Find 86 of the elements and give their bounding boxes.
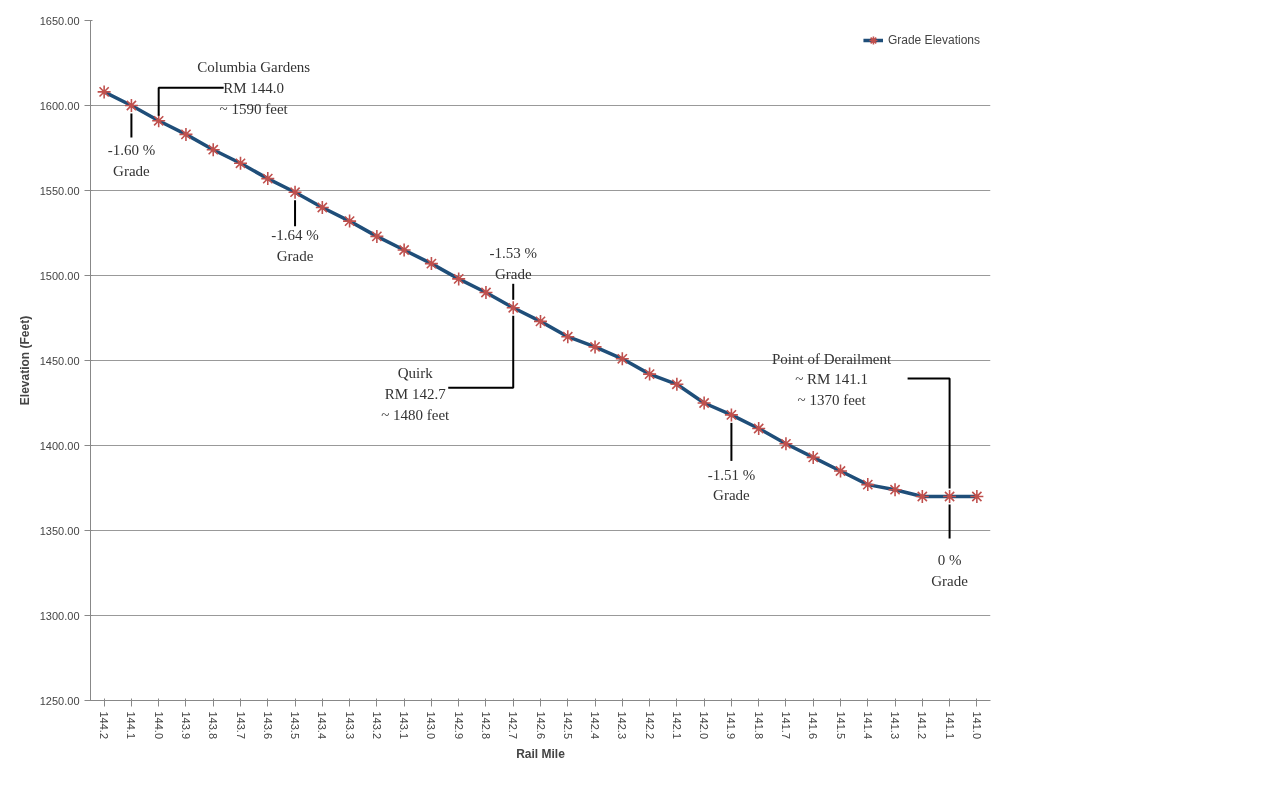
point [342,213,357,229]
point [587,339,603,355]
x-tick-label: 143.8 [207,711,220,740]
point [233,156,248,171]
y-tick-label: 1250.00 [39,694,80,707]
x-tick-label: 142.9 [452,711,465,740]
y-tick-label: 1350.00 [39,524,80,537]
point [751,421,766,436]
point [942,489,957,504]
point [151,113,166,129]
x-axis-title: Rail Mile [516,747,566,762]
annotation: 0 % Grade [931,552,969,589]
point [287,184,303,200]
x-tick-label: 143.0 [425,711,438,740]
x-tick-label: 143.3 [343,711,356,740]
point [860,477,876,492]
point [205,142,221,157]
point [533,314,548,329]
point [396,242,412,258]
x-tick-label: 142.8 [479,711,492,740]
x-tick-label: 143.7 [234,711,247,740]
x-tick-label: 141.2 [916,711,929,740]
point [642,366,657,382]
x-tick-label: 144.1 [125,711,138,740]
x-tick-label: 141.1 [943,711,956,740]
x-tick-label: 141.4 [861,711,874,740]
point [833,463,848,479]
x-tick-label: 142.3 [616,711,629,740]
x-tick-label: 142.2 [643,711,656,740]
y-tick-label: 1300.00 [39,609,80,622]
point [915,489,930,504]
point [260,171,276,186]
x-tick-label: 142.6 [534,711,547,740]
y-tick-label: 1550.00 [39,184,80,197]
annotation: -1.60 % Grade [107,142,156,179]
x-tick-label: 143.4 [316,711,329,740]
point [124,98,139,113]
x-tick-label: 141.6 [807,711,820,740]
point [778,436,794,452]
point [887,482,903,497]
point [724,407,739,423]
point [315,200,330,215]
y-axis-title: Elevation (Feet) [17,315,32,406]
point [696,395,712,411]
point [369,229,385,244]
y-tick-label: 1650.00 [39,14,80,27]
point [505,300,521,316]
x-tick-label: 143.2 [370,711,383,740]
point [560,329,576,344]
point [669,377,685,392]
point [805,450,821,465]
x-tick-label: 142.0 [698,711,711,740]
x-tick-label: 141.9 [725,711,738,740]
point [969,489,985,504]
x-tick-label: 142.4 [589,711,602,740]
y-tick-label: 1400.00 [39,439,80,452]
x-tick-label: 142.5 [561,711,574,740]
x-tick-label: 141.8 [752,711,765,740]
x-tick-label: 143.1 [398,711,411,740]
x-tick-label: 141.5 [834,711,847,740]
annotation: -1.64 % Grade [271,226,319,264]
x-tick-label: 141.7 [779,711,792,740]
point [615,351,630,367]
point [478,285,494,300]
y-tick-label: 1500.00 [39,269,80,282]
point [451,271,466,287]
x-tick-label: 141.0 [970,711,983,740]
point [178,127,194,142]
x-tick-label: 143.9 [179,711,192,740]
point [424,256,439,271]
x-tick-label: 144.0 [152,711,165,740]
x-tick-label: 142.7 [507,711,520,740]
x-tick-label: 143.6 [261,711,274,740]
point [96,84,112,100]
annotation: -1.51 % Grade [707,466,756,504]
annotation: -1.53 % Grade [489,245,537,283]
annotation: Quirk RM 142.7 ~ 1480 feet [381,365,451,423]
legend-label: Grade Elevations [887,33,980,47]
y-tick-label: 1600.00 [39,99,80,112]
y-tick-label: 1450.00 [39,354,80,367]
x-tick-label: 142.1 [670,711,683,740]
annotation: Columbia Gardens RM 144.0 ~ 1590 feet [197,59,311,117]
x-tick-label: 141.3 [889,711,902,740]
annotation: Point of Derailment ~ RM 141.1 ~ 1370 feet [772,350,892,409]
x-tick-label: 143.5 [289,711,302,740]
x-tick-label: 144.2 [98,711,111,740]
